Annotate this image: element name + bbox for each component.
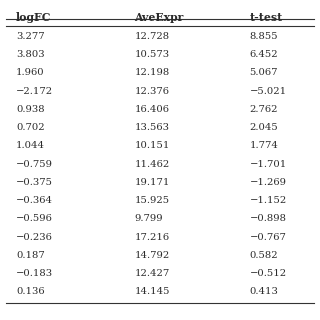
Text: 5.067: 5.067 [250,68,278,77]
Text: 10.573: 10.573 [134,50,170,59]
Text: 3.803: 3.803 [16,50,44,59]
Text: 12.728: 12.728 [134,32,170,41]
Text: AveExpr: AveExpr [134,12,184,22]
Text: −0.183: −0.183 [16,269,53,278]
Text: 0.582: 0.582 [250,251,278,260]
Text: 1.044: 1.044 [16,141,45,150]
Text: −2.172: −2.172 [16,87,53,96]
Text: 0.187: 0.187 [16,251,45,260]
Text: 16.406: 16.406 [134,105,169,114]
Text: 10.151: 10.151 [134,141,170,150]
Text: 0.136: 0.136 [16,287,44,296]
Text: 17.216: 17.216 [134,233,170,242]
Text: 3.277: 3.277 [16,32,44,41]
Text: −0.375: −0.375 [16,178,53,187]
Text: 2.045: 2.045 [250,123,278,132]
Text: 14.145: 14.145 [134,287,170,296]
Text: 2.762: 2.762 [250,105,278,114]
Text: 15.925: 15.925 [134,196,170,205]
Text: 12.427: 12.427 [134,269,170,278]
Text: −0.236: −0.236 [16,233,53,242]
Text: −0.364: −0.364 [16,196,53,205]
Text: 9.799: 9.799 [134,214,163,223]
Text: 0.702: 0.702 [16,123,44,132]
Text: −0.767: −0.767 [250,233,286,242]
Text: 6.452: 6.452 [250,50,278,59]
Text: −1.701: −1.701 [250,160,287,169]
Text: 19.171: 19.171 [134,178,170,187]
Text: 11.462: 11.462 [134,160,170,169]
Text: 0.938: 0.938 [16,105,44,114]
Text: 8.855: 8.855 [250,32,278,41]
Text: 1.960: 1.960 [16,68,44,77]
Text: 12.198: 12.198 [134,68,170,77]
Text: −0.759: −0.759 [16,160,53,169]
Text: logFC: logFC [16,12,52,22]
Text: 1.774: 1.774 [250,141,278,150]
Text: 14.792: 14.792 [134,251,170,260]
Text: −1.152: −1.152 [250,196,287,205]
Text: 12.376: 12.376 [134,87,169,96]
Text: 13.563: 13.563 [134,123,169,132]
Text: 0.413: 0.413 [250,287,278,296]
Text: −1.269: −1.269 [250,178,287,187]
Text: t-test: t-test [250,12,283,22]
Text: −0.512: −0.512 [250,269,287,278]
Text: −0.596: −0.596 [16,214,53,223]
Text: −0.898: −0.898 [250,214,287,223]
Text: −5.021: −5.021 [250,87,287,96]
